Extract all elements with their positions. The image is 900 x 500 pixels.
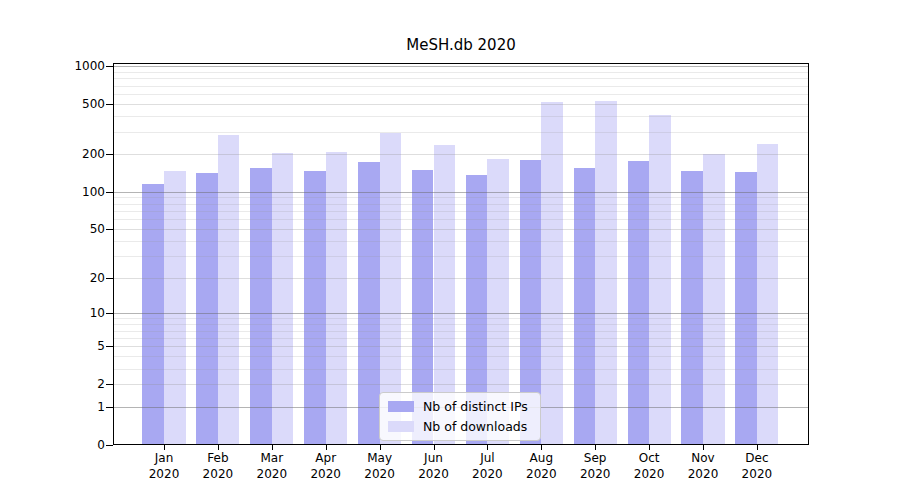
minor-gridline-60	[113, 219, 809, 220]
gridline-2	[113, 384, 809, 385]
chart-figure: MeSH.db 2020 0 1 2 5 10 20 50 100 200 500 1000 Jan…	[0, 0, 900, 500]
gridline-20	[113, 278, 809, 279]
y-tick-label-100: 100	[82, 185, 105, 199]
legend-row-downloads: Nb of downloads	[388, 419, 528, 434]
y-tick-label-2: 2	[97, 377, 105, 391]
minor-gridline-70	[113, 211, 809, 212]
y-tick-mark-10	[106, 313, 113, 314]
legend: Nb of distinct IPs Nb of downloads	[379, 392, 541, 441]
y-tick-label-20: 20	[90, 271, 105, 285]
x-tick-mark-oct	[649, 445, 650, 450]
y-tick-label-50: 50	[90, 222, 105, 236]
x-tick-mark-dec	[757, 445, 758, 450]
minor-gridline-90	[113, 197, 809, 198]
gridlines-layer	[113, 63, 809, 445]
chart-title: MeSH.db 2020	[113, 36, 809, 54]
x-tick-mark-jan	[164, 445, 165, 450]
y-tick-label-1: 1	[97, 400, 105, 414]
y-tick-mark-500	[106, 104, 113, 105]
gridline-200	[113, 154, 809, 155]
minor-gridline-7	[113, 331, 809, 332]
x-tick-label-jul: Jul 2020	[472, 451, 503, 482]
legend-swatch-downloads	[388, 421, 414, 432]
y-tick-label-10: 10	[90, 306, 105, 320]
gridline-100	[113, 192, 809, 193]
y-tick-mark-50	[106, 229, 113, 230]
y-tick-mark-200	[106, 154, 113, 155]
y-tick-mark-100	[106, 192, 113, 193]
gridline-500	[113, 104, 809, 105]
minor-gridline-30	[113, 256, 809, 257]
x-tick-label-jun: Jun 2020	[418, 451, 449, 482]
legend-row-distinct-ips: Nb of distinct IPs	[388, 399, 528, 414]
x-tick-label-jan: Jan 2020	[149, 451, 180, 482]
x-tick-label-oct: Oct 2020	[634, 451, 665, 482]
gridline-10	[113, 313, 809, 314]
x-tick-mark-apr	[326, 445, 327, 450]
x-tick-mark-may	[380, 445, 381, 450]
x-tick-label-sep: Sep 2020	[580, 451, 611, 482]
x-tick-label-aug: Aug 2020	[526, 451, 557, 482]
minor-gridline-8	[113, 324, 809, 325]
gridline-1000	[113, 66, 809, 67]
x-tick-label-mar: Mar 2020	[257, 451, 288, 482]
y-tick-mark-1000	[106, 66, 113, 67]
legend-label-downloads: Nb of downloads	[423, 419, 527, 434]
minor-gridline-700	[113, 86, 809, 87]
y-tick-mark-5	[106, 346, 113, 347]
y-tick-label-0: 0	[97, 438, 105, 452]
minor-gridline-4	[113, 356, 809, 357]
legend-label-distinct-ips: Nb of distinct IPs	[423, 399, 528, 414]
x-tick-mark-nov	[703, 445, 704, 450]
x-tick-mark-feb	[218, 445, 219, 450]
x-tick-label-feb: Feb 2020	[203, 451, 234, 482]
y-tick-label-1000: 1000	[74, 59, 105, 73]
x-tick-mark-jul	[487, 445, 488, 450]
x-tick-label-may: May 2020	[364, 451, 395, 482]
y-tick-mark-2	[106, 384, 113, 385]
minor-gridline-9	[113, 318, 809, 319]
x-tick-mark-sep	[595, 445, 596, 450]
gridline-5	[113, 346, 809, 347]
legend-swatch-distinct-ips	[388, 401, 414, 412]
y-tick-label-5: 5	[97, 339, 105, 353]
minor-gridline-900	[113, 72, 809, 73]
minor-gridline-400	[113, 116, 809, 117]
minor-gridline-6	[113, 338, 809, 339]
gridline-50	[113, 229, 809, 230]
x-tick-mark-aug	[541, 445, 542, 450]
x-tick-mark-mar	[272, 445, 273, 450]
y-tick-label-500: 500	[82, 97, 105, 111]
y-tick-mark-0	[106, 445, 113, 446]
minor-gridline-3	[113, 369, 809, 370]
y-tick-mark-20	[106, 278, 113, 279]
x-tick-mark-jun	[434, 445, 435, 450]
minor-gridline-300	[113, 132, 809, 133]
x-tick-label-dec: Dec 2020	[742, 451, 773, 482]
minor-gridline-40	[113, 241, 809, 242]
y-tick-label-200: 200	[82, 147, 105, 161]
y-tick-mark-1	[106, 407, 113, 408]
x-tick-label-apr: Apr 2020	[310, 451, 341, 482]
x-tick-label-nov: Nov 2020	[688, 451, 719, 482]
minor-gridline-80	[113, 204, 809, 205]
minor-gridline-800	[113, 78, 809, 79]
minor-gridline-600	[113, 94, 809, 95]
